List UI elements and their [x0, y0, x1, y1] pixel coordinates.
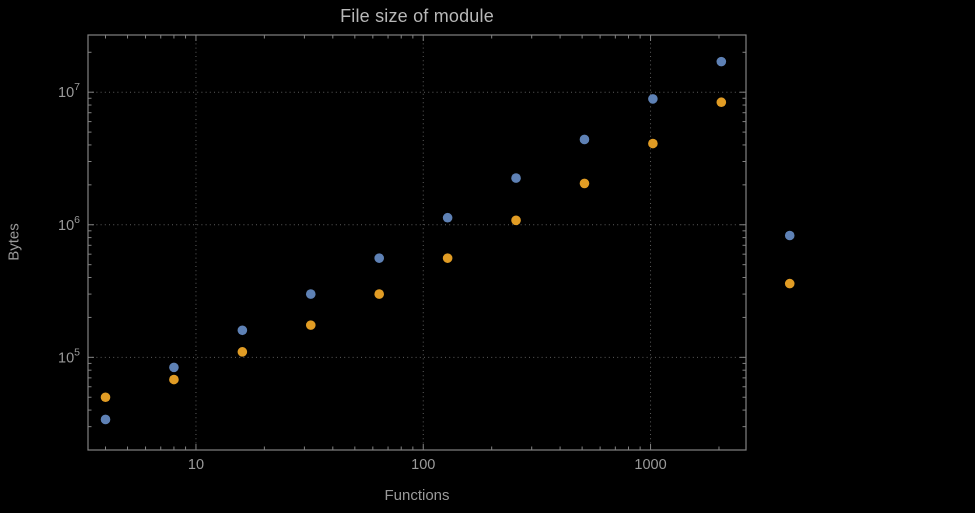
data-point-blue [784, 230, 795, 241]
x-tick-label: 1000 [634, 457, 666, 473]
y-axis-label: Bytes [5, 223, 23, 261]
data-point-blue [100, 414, 111, 425]
data-point-blue [716, 56, 727, 67]
data-point-blue [374, 253, 384, 263]
data-point-orange [305, 320, 316, 330]
data-point-blue [305, 289, 316, 299]
x-tick-label: 100 [411, 457, 435, 473]
data-point-orange [511, 215, 521, 226]
x-tick-label: 10 [188, 457, 204, 473]
y-tick-label: 107 [58, 81, 80, 101]
data-point-orange [442, 253, 453, 263]
data-point-blue [648, 94, 658, 104]
y-tick-label: 106 [58, 214, 80, 234]
data-point-blue [169, 362, 179, 373]
data-point-orange [100, 392, 111, 403]
data-point-orange [237, 347, 248, 357]
plot-frame [87, 34, 747, 451]
data-point-orange [579, 178, 590, 189]
data-point-blue [237, 325, 248, 336]
data-point-orange [169, 374, 179, 385]
data-point-orange [784, 278, 795, 289]
data-point-orange [374, 289, 384, 299]
chart-title: File size of module [340, 6, 494, 26]
data-point-orange [716, 97, 727, 108]
x-axis-label: Functions [384, 487, 450, 504]
data-point-blue [511, 173, 521, 183]
data-point-blue [442, 212, 453, 223]
y-tick-label: 105 [58, 346, 80, 366]
data-point-orange [648, 138, 658, 149]
data-point-blue [579, 134, 590, 145]
